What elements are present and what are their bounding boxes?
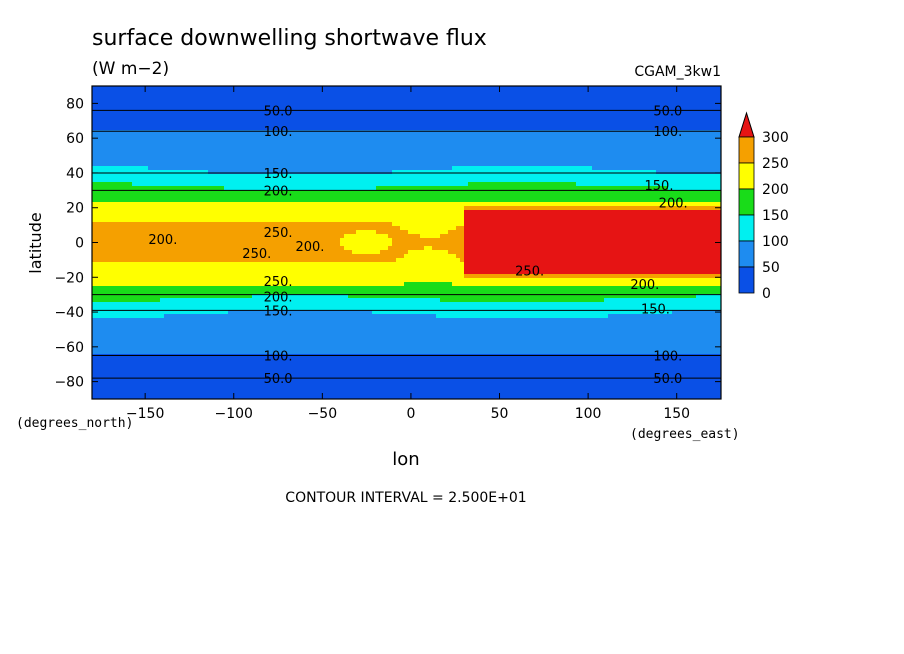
contour-label: 50.0 xyxy=(653,372,682,387)
x-tick-label: 50 xyxy=(491,406,509,422)
colorbar-swatch xyxy=(738,240,755,268)
colorbar-label: 300 xyxy=(762,130,789,146)
y-tick-label: 20 xyxy=(66,201,84,217)
contour-label: 200. xyxy=(264,184,293,199)
colorbar-swatch xyxy=(738,188,755,216)
flux-field xyxy=(92,86,721,399)
x-tick-label: −100 xyxy=(215,406,253,422)
colorbar: 300 250 200 150 100 50 0 xyxy=(738,111,789,302)
contour-label: 100. xyxy=(264,125,293,140)
y-tick-label: −60 xyxy=(54,340,84,356)
y-tick-label: −20 xyxy=(54,270,84,286)
contour-label: 250. xyxy=(264,226,293,241)
y-tick-label: 0 xyxy=(75,236,84,252)
x-tick-label: −50 xyxy=(308,406,338,422)
x-axis: −150 −100 −50 0 50 100 150 xyxy=(126,86,690,422)
contour-label: 250. xyxy=(264,275,293,290)
contour-label: 200. xyxy=(264,290,293,305)
colorbar-label: 0 xyxy=(762,286,771,302)
colorbar-swatch xyxy=(738,214,755,242)
contour-label: 200. xyxy=(659,197,688,212)
contour-label: 200. xyxy=(295,240,324,255)
contour-label: 150. xyxy=(264,167,293,182)
y-tick-label: −40 xyxy=(54,305,84,321)
colorbar-swatch xyxy=(738,162,755,190)
y-tick-label: −80 xyxy=(54,375,84,391)
contour-label: 250. xyxy=(515,264,544,279)
colorbar-label: 150 xyxy=(762,208,789,224)
colorbar-swatch xyxy=(738,266,755,294)
colorbar-label: 100 xyxy=(762,234,789,250)
contour-label: 150. xyxy=(641,303,670,318)
colorbar-swatch xyxy=(738,136,755,164)
contour-label: 150. xyxy=(264,304,293,319)
contour-interval-note: CONTOUR INTERVAL = 2.500E+01 xyxy=(285,490,526,506)
contour-label: 200. xyxy=(630,278,659,293)
x-tick-label: 150 xyxy=(663,406,690,422)
contour-label: 200. xyxy=(148,233,177,248)
contour-label: 100. xyxy=(653,350,682,365)
colorbar-label: 250 xyxy=(762,156,789,172)
x-tick-label: 0 xyxy=(406,406,415,422)
contour-label: 150. xyxy=(645,179,674,194)
colorbar-overflow-arrow xyxy=(738,111,755,138)
x-axis-label: lon xyxy=(392,449,419,470)
chart-subtitle: (W m−2) xyxy=(92,59,169,79)
contour-lines xyxy=(92,109,721,379)
chart-title: surface downwelling shortwave flux xyxy=(92,26,487,51)
y-tick-label: 60 xyxy=(66,131,84,147)
y-units-label: (degrees_north) xyxy=(16,416,133,431)
contour-label: 50.0 xyxy=(653,104,682,119)
contour-label: 100. xyxy=(264,350,293,365)
colorbar-label: 200 xyxy=(762,182,789,198)
dataset-label: CGAM_3kw1 xyxy=(634,64,721,80)
x-tick-label: 100 xyxy=(575,406,602,422)
contour-label: 50.0 xyxy=(264,104,293,119)
contour-label: 50.0 xyxy=(264,372,293,387)
y-axis: 80 60 40 20 0 −20 −40 −60 −80 xyxy=(54,96,721,391)
contour-label: 250. xyxy=(242,247,271,262)
x-tick-label: −150 xyxy=(126,406,164,422)
colorbar-label: 50 xyxy=(762,260,780,276)
y-axis-label: latitude xyxy=(26,212,45,273)
y-tick-label: 80 xyxy=(66,96,84,112)
y-tick-label: 40 xyxy=(66,166,84,182)
contour-label: 100. xyxy=(653,125,682,140)
x-units-label: (degrees_east) xyxy=(630,427,740,442)
